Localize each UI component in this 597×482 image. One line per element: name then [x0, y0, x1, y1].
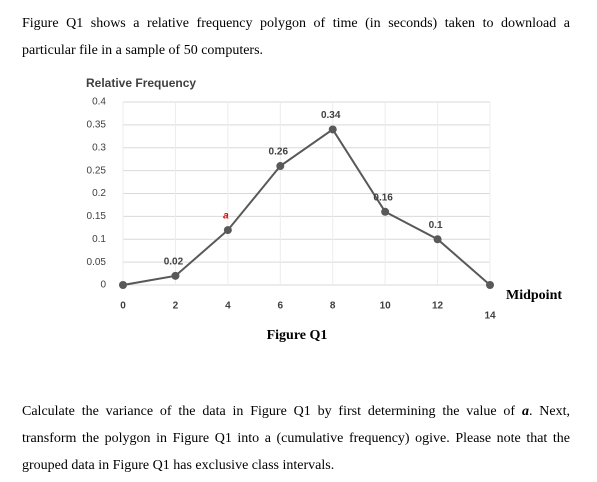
- x-axis-label: Midpoint: [506, 288, 562, 303]
- data-point: [433, 235, 442, 244]
- x-tick-label: 14: [484, 311, 496, 322]
- data-label: 0.02: [164, 256, 184, 267]
- x-tick-label: 10: [380, 301, 392, 312]
- y-axis-label: Relative Frequency: [86, 76, 196, 90]
- y-tick-label: 0.1: [92, 234, 106, 245]
- data-label: 0.34: [321, 110, 341, 121]
- data-point: [381, 207, 390, 216]
- x-tick-label: 6: [278, 301, 284, 312]
- x-tick-label: 8: [330, 301, 336, 312]
- y-tick-label: 0.05: [87, 257, 107, 268]
- question-text: Calculate the variance of the data in Fi…: [22, 404, 522, 419]
- data-line: [122, 128, 491, 286]
- data-point: [119, 281, 127, 289]
- x-tick-label: 4: [225, 301, 231, 312]
- intro-paragraph: Figure Q1 shows a relative frequency pol…: [22, 16, 570, 58]
- x-tick-label: 2: [173, 301, 179, 312]
- y-tick-label: 0.35: [87, 120, 107, 131]
- data-label: 0.1: [429, 220, 443, 231]
- y-tick-label: 0: [100, 280, 106, 291]
- data-point: [276, 162, 285, 171]
- y-tick-label: 0.25: [87, 165, 107, 176]
- data-label: 0.26: [269, 147, 289, 158]
- y-tick-label: 0.15: [87, 211, 107, 222]
- data-label: a: [223, 211, 229, 222]
- data-point: [328, 125, 337, 134]
- data-point: [171, 271, 180, 280]
- x-tick-label: 12: [432, 301, 444, 312]
- question-paragraph: Calculate the variance of the data in Fi…: [22, 398, 570, 479]
- x-tick-label: 0: [120, 301, 126, 312]
- y-tick-label: 0.2: [92, 188, 106, 199]
- y-tick-label: 0.4: [92, 97, 106, 108]
- question-variable: a: [521, 404, 529, 419]
- data-point: [223, 226, 232, 235]
- data-label: 0.16: [373, 192, 393, 203]
- y-tick-label: 0.3: [92, 142, 106, 153]
- question-text: . Next, transform the polygon in Figure …: [22, 404, 570, 473]
- data-point: [486, 281, 494, 289]
- figure-caption: Figure Q1: [267, 328, 328, 343]
